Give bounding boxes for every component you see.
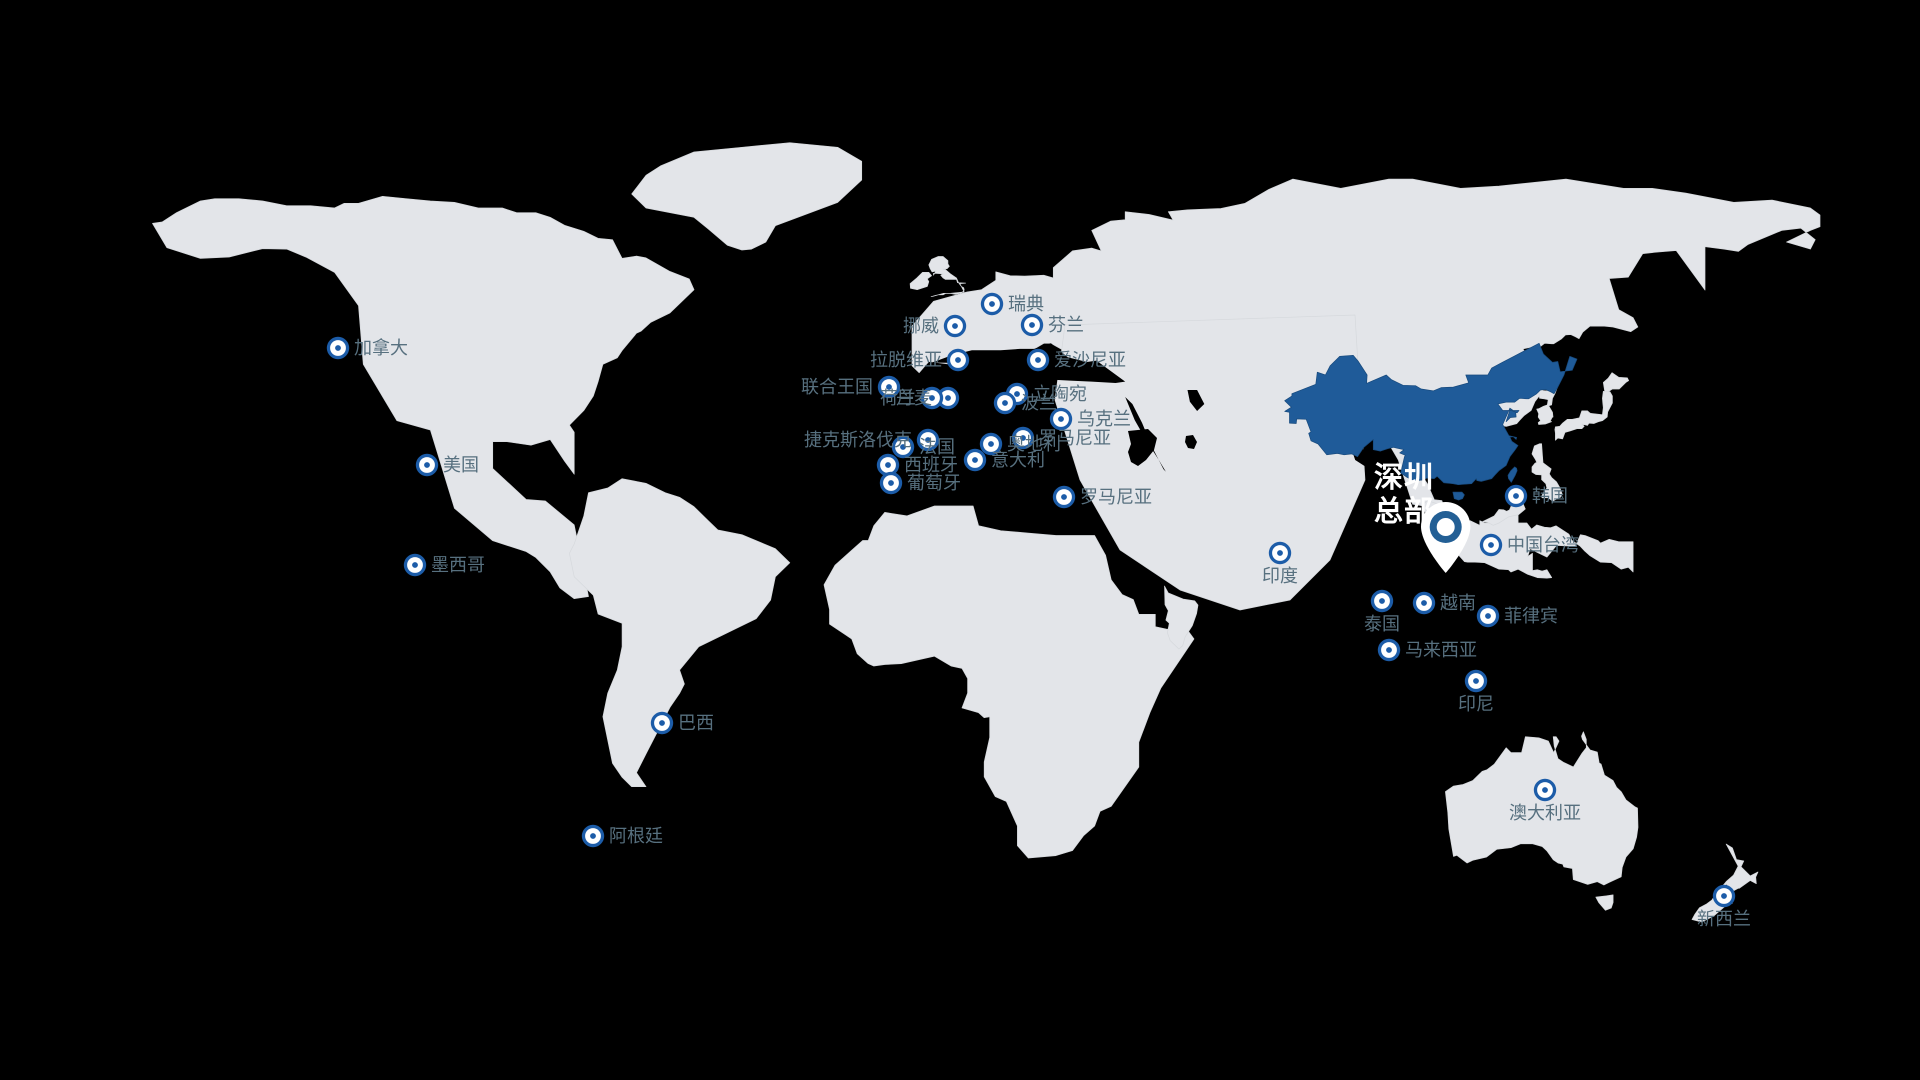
svg-text:挪威: 挪威 xyxy=(903,316,939,336)
svg-text:巴西: 巴西 xyxy=(678,713,714,733)
svg-text:澳大利亚: 澳大利亚 xyxy=(1509,803,1581,823)
svg-text:罗马尼亚: 罗马尼亚 xyxy=(1080,487,1152,507)
svg-text:联合王国: 联合王国 xyxy=(801,377,873,397)
svg-text:芬兰: 芬兰 xyxy=(1048,315,1084,335)
svg-text:瑞典: 瑞典 xyxy=(1008,294,1044,314)
svg-text:印度: 印度 xyxy=(1262,566,1298,586)
svg-text:西班牙: 西班牙 xyxy=(904,455,958,475)
svg-text:深圳: 深圳 xyxy=(1374,461,1434,494)
svg-text:法国: 法国 xyxy=(919,437,955,457)
svg-text:加拿大: 加拿大 xyxy=(354,337,408,358)
svg-text:印尼: 印尼 xyxy=(1458,694,1494,714)
svg-text:捷克斯洛伐克: 捷克斯洛伐克 xyxy=(804,430,912,450)
svg-text:波兰: 波兰 xyxy=(1021,393,1057,413)
svg-text:意大利: 意大利 xyxy=(991,450,1045,470)
svg-text:乌克兰: 乌克兰 xyxy=(1077,409,1131,429)
svg-text:爱沙尼亚: 爱沙尼亚 xyxy=(1054,350,1126,370)
svg-text:荷兰: 荷兰 xyxy=(880,388,916,408)
svg-text:阿根廷: 阿根廷 xyxy=(609,826,663,846)
svg-text:越南: 越南 xyxy=(1440,593,1476,613)
svg-text:拉脱维亚: 拉脱维亚 xyxy=(870,350,942,370)
svg-text:菲律宾: 菲律宾 xyxy=(1504,606,1558,626)
svg-text:新西兰: 新西兰 xyxy=(1697,909,1751,929)
svg-text:墨西哥: 墨西哥 xyxy=(431,555,485,575)
svg-text:葡萄牙: 葡萄牙 xyxy=(907,473,961,493)
svg-text:中国台湾: 中国台湾 xyxy=(1507,535,1579,555)
svg-text:马来西亚: 马来西亚 xyxy=(1405,640,1477,660)
svg-text:美国: 美国 xyxy=(443,455,479,475)
svg-text:韩国: 韩国 xyxy=(1532,486,1568,506)
svg-text:泰国: 泰国 xyxy=(1364,614,1400,634)
